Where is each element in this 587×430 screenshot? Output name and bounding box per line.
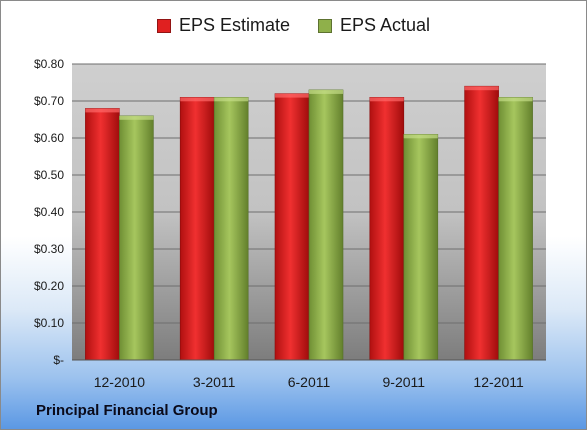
bar-eps-actual [403, 134, 439, 361]
y-tick-label: $0.10 [34, 316, 64, 330]
bar-top-highlight [403, 134, 438, 139]
y-tick-label: $0.70 [34, 94, 64, 108]
legend-item-estimate: EPS Estimate [156, 15, 290, 36]
bars [85, 85, 533, 361]
bar-eps-actual [213, 97, 249, 361]
y-tick-label: $0.30 [34, 242, 64, 256]
bar-top-highlight [275, 93, 309, 98]
y-tick-label: $0.40 [34, 205, 64, 219]
x-tick-label: 6-2011 [288, 374, 331, 390]
bar-eps-estimate [464, 85, 499, 361]
bar-top-highlight [498, 97, 533, 102]
bar-top-highlight [464, 86, 499, 91]
x-axis-ticks: 12-2010 3-2011 6-2011 9-2011 12-2011 [72, 359, 546, 390]
bar-top-highlight [85, 108, 120, 113]
x-tick-label: 9-2011 [383, 374, 426, 390]
bar-top-highlight [180, 97, 215, 102]
bar-eps-estimate [274, 93, 310, 361]
legend-item-actual: EPS Actual [317, 15, 431, 36]
y-axis-ticks: $- $0.10 $0.20 $0.30 $0.40 $0.50 $0.60 $0.70 $0.… [34, 57, 64, 367]
legend-swatch-actual [317, 18, 332, 33]
legend-label-actual: EPS Actual [339, 15, 431, 35]
y-tick-label: $0.80 [34, 57, 64, 71]
bar-eps-estimate [179, 97, 215, 361]
company-label: Principal Financial Group [36, 402, 218, 419]
y-tick-label: $0.60 [34, 131, 64, 145]
y-tick-label: $0.20 [34, 279, 64, 293]
bar-top-highlight [214, 97, 249, 102]
chart-legend: EPS Estimate EPS Actual [1, 15, 586, 36]
bar-top-highlight [119, 115, 154, 120]
x-tick-label: 12-2010 [94, 374, 146, 390]
bar-eps-actual [308, 89, 344, 361]
x-tick-label: 3-2011 [193, 374, 236, 390]
legend-swatch-estimate [156, 18, 171, 33]
legend-label-estimate: EPS Estimate [178, 15, 290, 35]
bar-eps-estimate [369, 97, 405, 361]
bar-top-highlight [369, 97, 404, 102]
bar-eps-actual [498, 97, 533, 361]
bar-top-highlight [309, 89, 343, 94]
x-tick-label: 12-2011 [473, 374, 524, 390]
y-tick-label: $0.50 [34, 168, 64, 182]
y-tick-label: $- [53, 353, 64, 367]
bar-eps-estimate [85, 108, 120, 361]
bar-eps-actual [119, 115, 154, 361]
